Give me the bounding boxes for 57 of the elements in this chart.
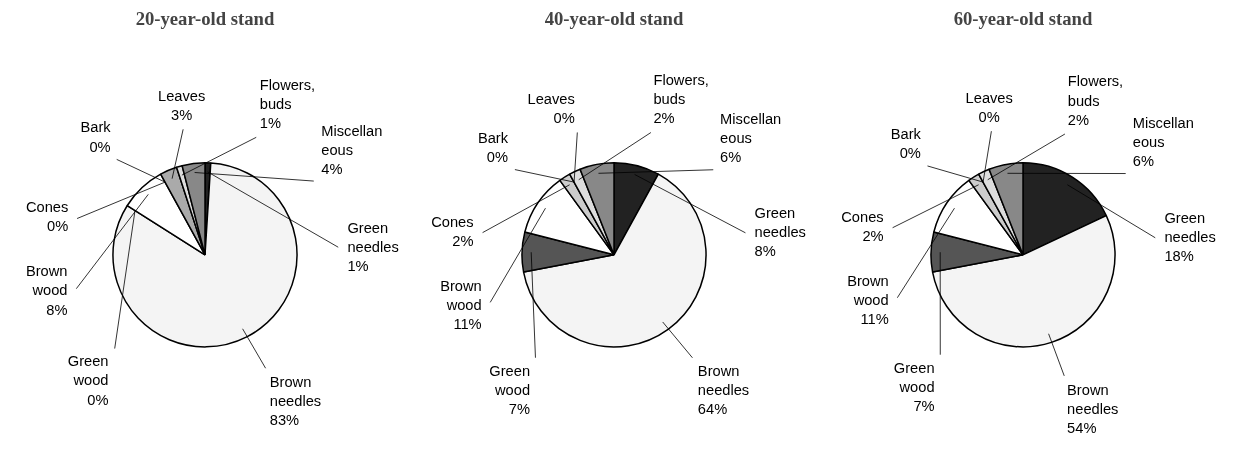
data-label: 2% <box>452 233 474 250</box>
slice-label: Brown needles <box>697 363 750 399</box>
data-label: 18% <box>1164 248 1194 265</box>
slice-label: Brown wood <box>440 277 482 313</box>
data-label: 1% <box>259 115 281 132</box>
text: 0% <box>553 110 575 127</box>
text: 0% <box>486 149 509 166</box>
text: 0% <box>978 108 1000 125</box>
slice-label: Brown needles <box>1067 382 1119 418</box>
chart-title: 60-year-old stand <box>953 7 1093 29</box>
data-label: 1% <box>347 258 369 275</box>
category-label: Bark <box>890 126 921 143</box>
text: 0% <box>47 218 69 235</box>
chart-title: 40-year-old stand <box>544 7 684 29</box>
data-label: 2% <box>862 227 884 244</box>
data-label: 6% <box>720 149 742 166</box>
slice-label: Green needles <box>1164 209 1216 245</box>
data-label: 83% <box>269 412 300 429</box>
slice-label: Green needles <box>754 204 806 240</box>
data-label: 11% <box>453 316 482 333</box>
slice-label: Green wood <box>893 359 935 395</box>
data-label: 2% <box>653 110 675 127</box>
slice-label: Brown wood <box>847 272 889 308</box>
category-label: Bark <box>80 119 111 136</box>
data-label: 7% <box>508 401 531 418</box>
category-label: Bark <box>477 130 509 147</box>
text: 0% <box>89 138 111 155</box>
category-label: Leaves <box>965 89 1013 106</box>
slice-label: Cones <box>841 208 884 225</box>
data-label: 7% <box>913 398 935 415</box>
slice-label: Miscellan eous <box>720 111 782 147</box>
slice-label: Cones <box>431 213 474 230</box>
data-label: 4% <box>321 161 343 178</box>
data-label: 8% <box>46 301 68 318</box>
category-label: Cones <box>25 199 69 216</box>
data-label: 3% <box>171 106 193 123</box>
slice-label: Brown wood <box>25 263 68 299</box>
slice-label: Miscellan eous <box>321 122 383 159</box>
text: 0% <box>87 391 109 408</box>
slice-label: Flowers, buds <box>653 71 709 108</box>
slice-label: Miscellan eous <box>1132 115 1194 151</box>
category-label: Green wood <box>67 353 109 389</box>
data-label: 54% <box>1067 420 1097 437</box>
slice-label: Flowers, buds <box>1067 73 1124 109</box>
text: 0% <box>899 145 921 162</box>
data-label: 64% <box>697 401 728 418</box>
slice-label: Green wood <box>489 362 531 399</box>
data-label: 2% <box>1067 111 1089 128</box>
slice-label: Flowers, buds <box>259 76 316 113</box>
data-label: 6% <box>1132 153 1154 170</box>
chart-title: 20-year-old stand <box>135 7 275 29</box>
data-label: 8% <box>754 242 776 259</box>
data-label: 11% <box>860 311 889 328</box>
slice-label: Leaves <box>158 87 206 104</box>
slice-label: Green needles <box>347 219 399 255</box>
category-label: Leaves <box>527 91 575 108</box>
slice-label: Brown needles <box>269 373 322 410</box>
